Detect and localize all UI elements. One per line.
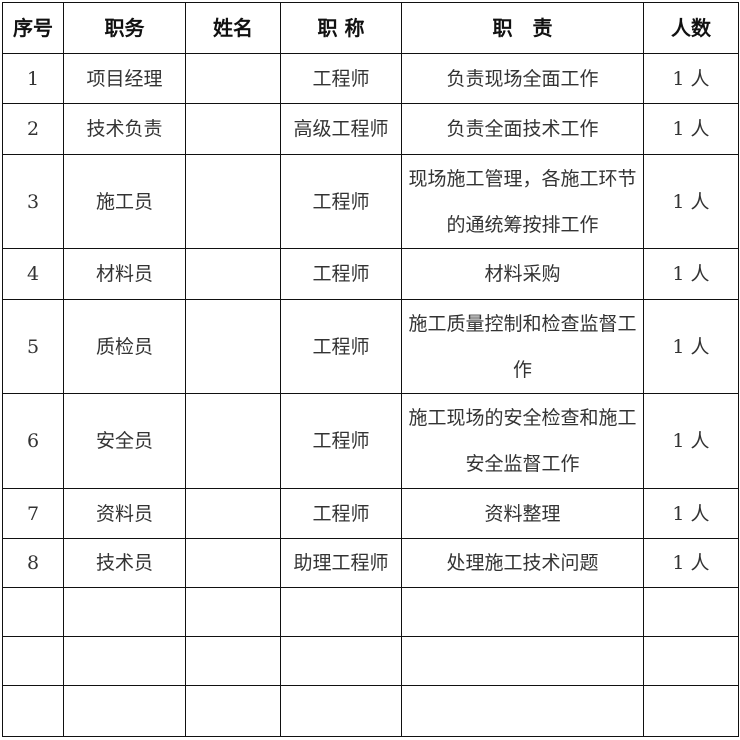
cell-position: 材料员 xyxy=(63,248,186,300)
cell-duty xyxy=(401,636,644,686)
table-row: 3 施工员 工程师 现场施工管理，各施工环节的通统筹按排工作 1 人 xyxy=(2,154,739,249)
cell-name xyxy=(185,248,281,300)
cell-position xyxy=(63,685,186,737)
cell-count xyxy=(643,685,739,737)
cell-count: 1 人 xyxy=(643,248,739,300)
table-row: 8 技术员 助理工程师 处理施工技术问题 1 人 xyxy=(2,538,739,588)
cell-count: 1 人 xyxy=(643,299,739,394)
header-row: 序号 职务 姓名 职 称 职 责 人数 xyxy=(2,2,739,54)
cell-title xyxy=(280,587,402,637)
cell-position xyxy=(63,636,186,686)
table-row xyxy=(2,636,739,686)
cell-name xyxy=(185,393,281,489)
cell-name xyxy=(185,488,281,539)
header-no: 序号 xyxy=(2,2,64,54)
cell-name xyxy=(185,154,281,249)
cell-name xyxy=(185,587,281,637)
cell-position: 项目经理 xyxy=(63,53,186,104)
cell-count xyxy=(643,587,739,637)
header-name: 姓名 xyxy=(185,2,281,54)
table-row: 5 质检员 工程师 施工质量控制和检查监督工作 1 人 xyxy=(2,299,739,394)
cell-no: 7 xyxy=(2,488,64,539)
table-row: 6 安全员 工程师 施工现场的安全检查和施工安全监督工作 1 人 xyxy=(2,393,739,489)
cell-name xyxy=(185,538,281,588)
cell-no: 5 xyxy=(2,299,64,394)
cell-no xyxy=(2,636,64,686)
cell-name xyxy=(185,299,281,394)
cell-no: 6 xyxy=(2,393,64,489)
cell-name xyxy=(185,53,281,104)
cell-count: 1 人 xyxy=(643,488,739,539)
cell-title: 工程师 xyxy=(280,53,402,104)
cell-no: 3 xyxy=(2,154,64,249)
cell-count: 1 人 xyxy=(643,538,739,588)
cell-name xyxy=(185,685,281,737)
cell-duty: 负责现场全面工作 xyxy=(401,53,644,104)
cell-title: 工程师 xyxy=(280,488,402,539)
cell-position: 技术负责 xyxy=(63,103,186,155)
table-row: 2 技术负责 高级工程师 负责全面技术工作 1 人 xyxy=(2,103,739,155)
header-position: 职务 xyxy=(63,2,186,54)
cell-title: 工程师 xyxy=(280,393,402,489)
header-title: 职 称 xyxy=(280,2,402,54)
cell-count xyxy=(643,636,739,686)
cell-no: 1 xyxy=(2,53,64,104)
cell-duty: 负责全面技术工作 xyxy=(401,103,644,155)
cell-duty: 处理施工技术问题 xyxy=(401,538,644,588)
cell-duty: 施工现场的安全检查和施工安全监督工作 xyxy=(401,393,644,489)
cell-position: 质检员 xyxy=(63,299,186,394)
cell-title xyxy=(280,636,402,686)
table-row: 7 资料员 工程师 资料整理 1 人 xyxy=(2,488,739,539)
cell-duty: 现场施工管理，各施工环节的通统筹按排工作 xyxy=(401,154,644,249)
cell-duty: 施工质量控制和检查监督工作 xyxy=(401,299,644,394)
cell-count: 1 人 xyxy=(643,393,739,489)
cell-count: 1 人 xyxy=(643,154,739,249)
cell-title xyxy=(280,685,402,737)
cell-count: 1 人 xyxy=(643,103,739,155)
cell-no: 8 xyxy=(2,538,64,588)
cell-no: 4 xyxy=(2,248,64,300)
table-row: 1 项目经理 工程师 负责现场全面工作 1 人 xyxy=(2,53,739,104)
table-row: 4 材料员 工程师 材料采购 1 人 xyxy=(2,248,739,300)
cell-no: 2 xyxy=(2,103,64,155)
cell-name xyxy=(185,103,281,155)
cell-position xyxy=(63,587,186,637)
cell-duty: 材料采购 xyxy=(401,248,644,300)
header-duty: 职 责 xyxy=(401,2,644,54)
cell-duty: 资料整理 xyxy=(401,488,644,539)
cell-no xyxy=(2,587,64,637)
cell-duty xyxy=(401,685,644,737)
cell-position: 施工员 xyxy=(63,154,186,249)
cell-title: 助理工程师 xyxy=(280,538,402,588)
table-row xyxy=(2,685,739,737)
cell-position: 技术员 xyxy=(63,538,186,588)
cell-position: 资料员 xyxy=(63,488,186,539)
cell-title: 工程师 xyxy=(280,299,402,394)
cell-duty xyxy=(401,587,644,637)
cell-name xyxy=(185,636,281,686)
cell-position: 安全员 xyxy=(63,393,186,489)
table-row xyxy=(2,587,739,637)
cell-count: 1 人 xyxy=(643,53,739,104)
cell-title: 工程师 xyxy=(280,248,402,300)
cell-no xyxy=(2,685,64,737)
cell-title: 高级工程师 xyxy=(280,103,402,155)
header-count: 人数 xyxy=(643,2,739,54)
cell-title: 工程师 xyxy=(280,154,402,249)
